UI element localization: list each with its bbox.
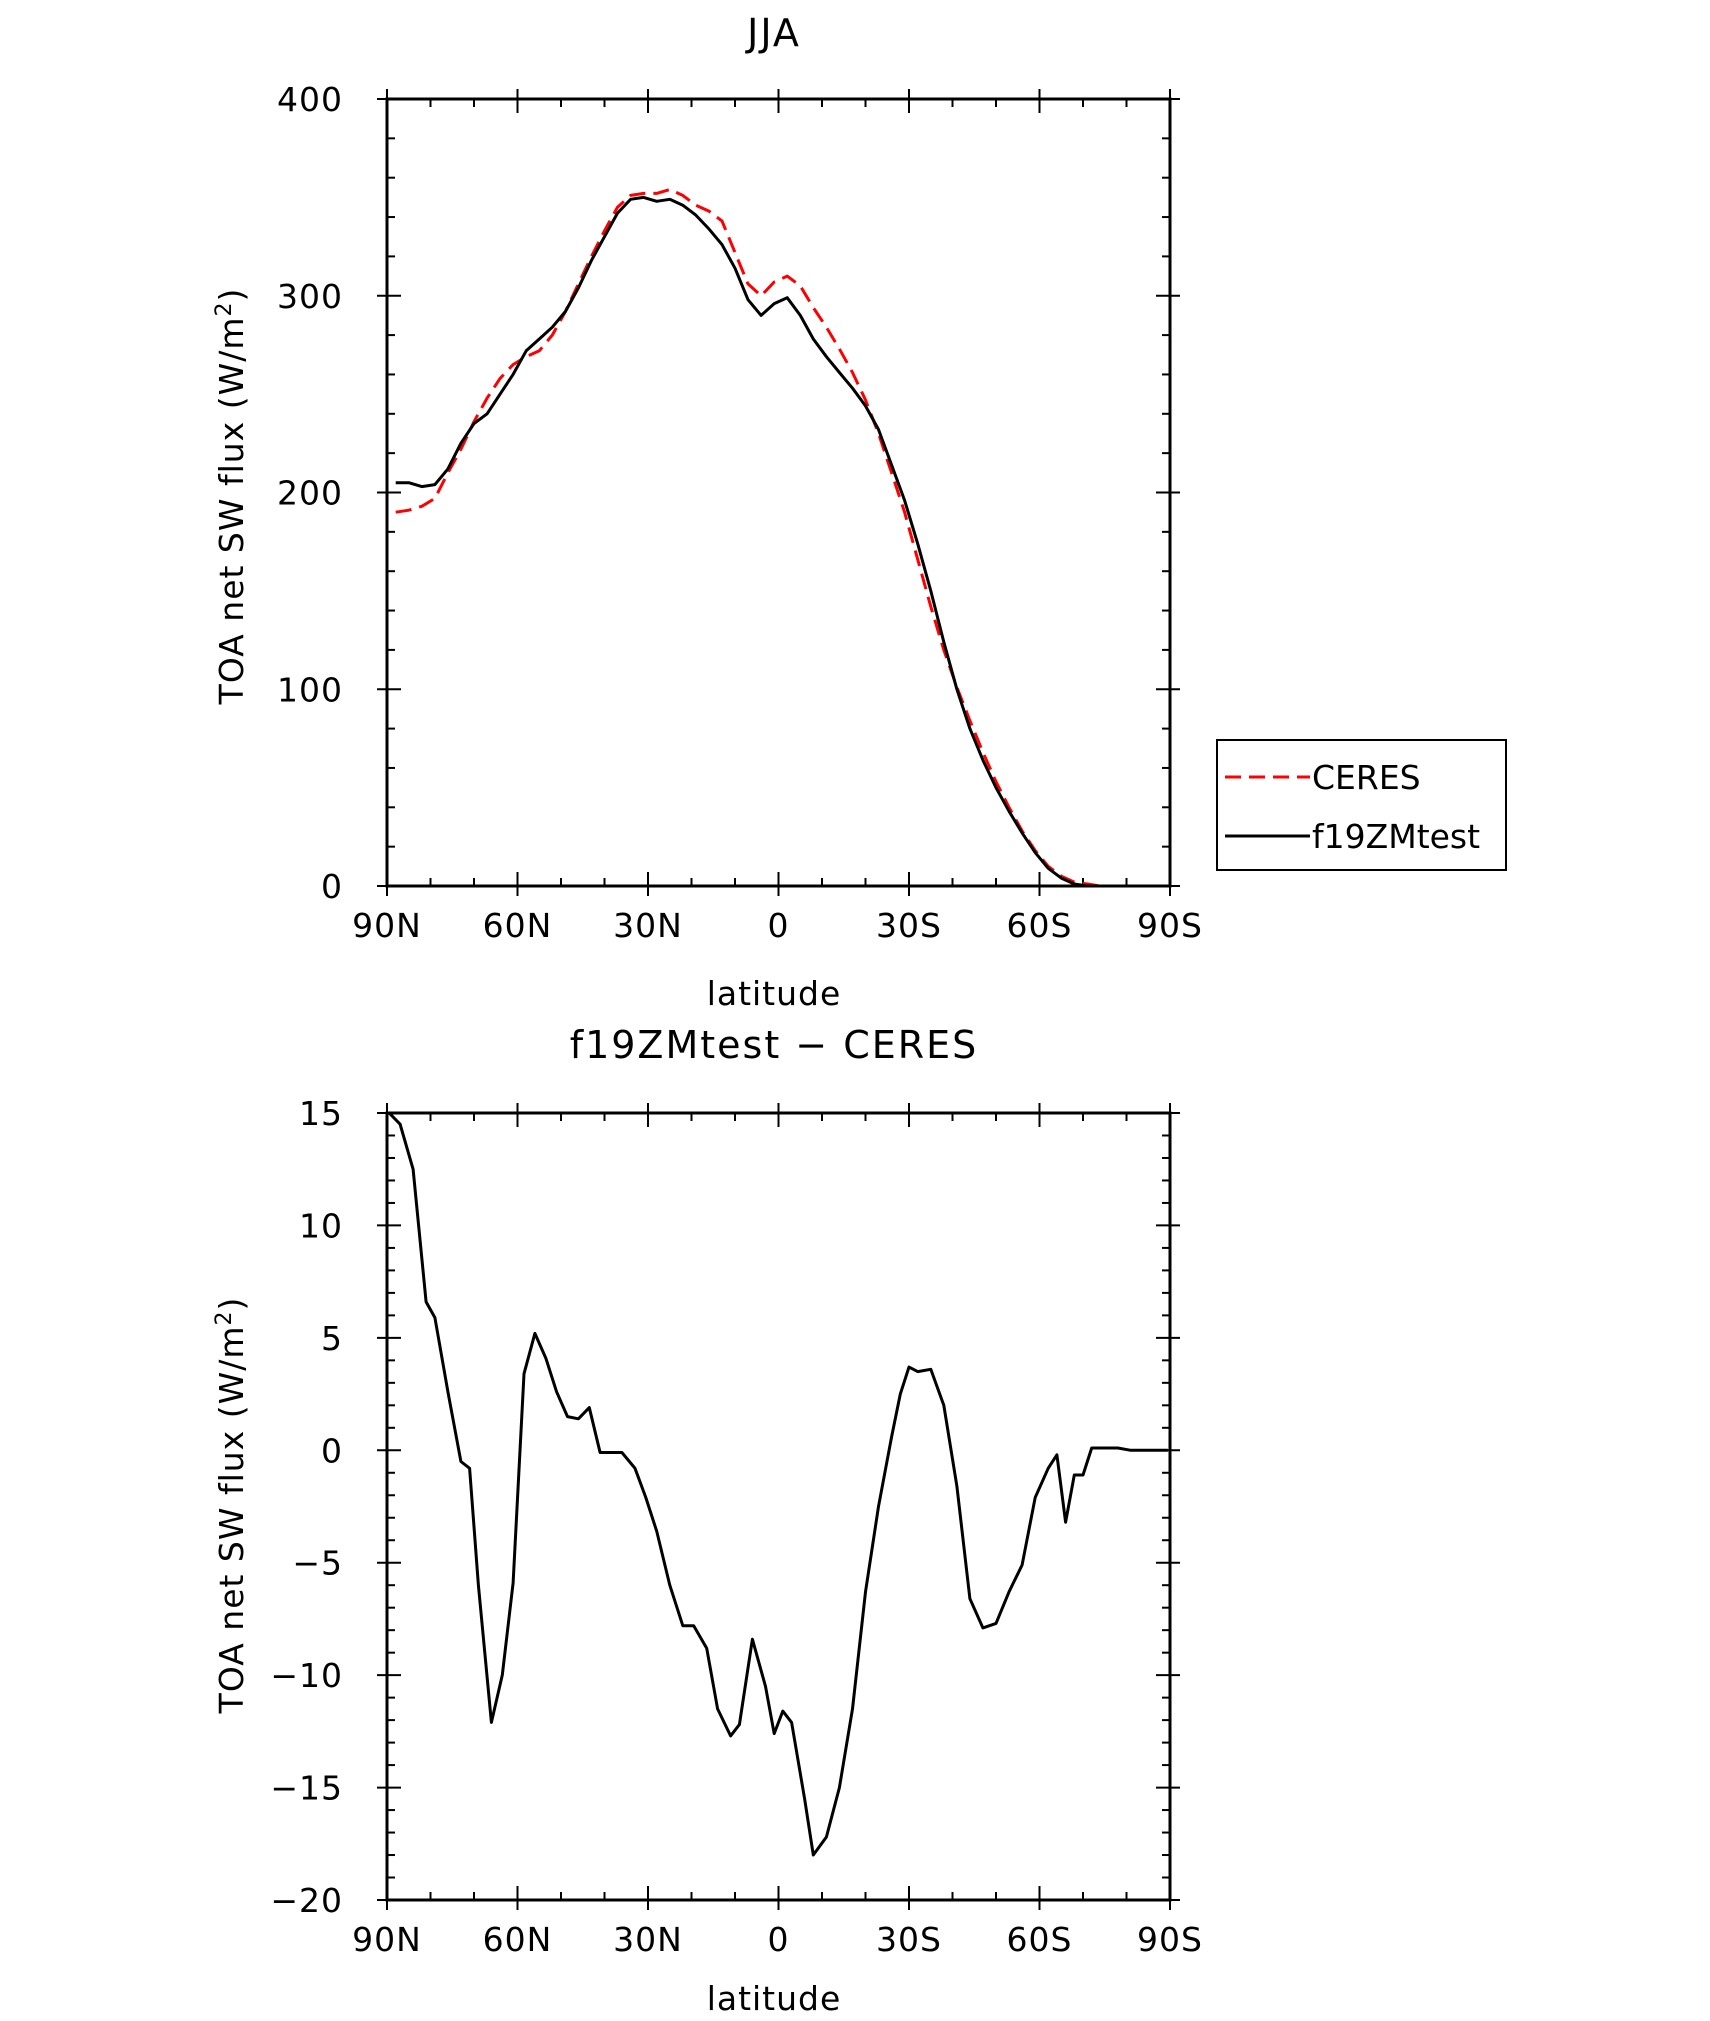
y-tick-label: 100 <box>277 670 343 709</box>
ticks-layer: 90N 60N 30N 0 30S 60S 90S 0 100 200 300 400 <box>277 80 1203 945</box>
y-tick-label: 200 <box>277 474 343 513</box>
y-tick-label: −5 <box>292 1544 343 1583</box>
x-axis-label: latitude <box>707 974 842 1013</box>
x-tick-label: 30N <box>613 906 683 945</box>
y-tick-label: 400 <box>277 80 343 119</box>
y-axis-label: TOA net SW flux (W/m2) <box>212 1297 251 1715</box>
y-tick-label: −15 <box>270 1769 343 1808</box>
chart-title: f19ZMtest − CERES <box>570 1023 979 1067</box>
y-tick-label: 10 <box>299 1206 343 1245</box>
y-tick-label: 300 <box>277 277 343 316</box>
y-tick-label: 15 <box>299 1094 343 1133</box>
x-tick-label: 60N <box>483 906 553 945</box>
x-tick-label: 60S <box>1007 1920 1073 1959</box>
x-axis-label: latitude <box>707 1979 842 2018</box>
x-tick-label: 90N <box>352 1920 422 1959</box>
x-tick-label: 90N <box>352 906 422 945</box>
legend-ceres-label: CERES <box>1312 758 1421 797</box>
legend: CERES f19ZMtest <box>1216 739 1507 871</box>
legend-box <box>1216 739 1507 871</box>
x-tick-label: 30N <box>613 1920 683 1959</box>
y-tick-label: −20 <box>270 1881 343 1920</box>
x-tick-label: 60N <box>483 1920 553 1959</box>
x-tick-label: 0 <box>768 1920 790 1959</box>
x-tick-label: 90S <box>1137 906 1203 945</box>
panel-bottom-difference: f19ZMtest − CERES latitude TOA net SW fl… <box>212 1023 1203 2018</box>
series-line-f19zmtest <box>395 195 1166 888</box>
x-tick-label: 30S <box>876 1920 942 1959</box>
chart-title: JJA <box>745 11 801 55</box>
x-tick-label: 60S <box>1007 906 1073 945</box>
y-tick-label: 0 <box>321 1431 343 1470</box>
plot-frame <box>385 97 1172 888</box>
series-layer <box>395 188 1166 888</box>
plot-frame <box>385 1111 1172 1902</box>
x-tick-label: 90S <box>1137 1920 1203 1959</box>
legend-f19zmtest-label: f19ZMtest <box>1312 817 1480 856</box>
series-line-difference <box>388 1111 1168 1857</box>
y-tick-label: 5 <box>321 1319 343 1358</box>
ticks-layer: 90N 60N 30N 0 30S 60S 90S −20 −15 −10 −5 0 5 10 15 <box>270 1094 1203 1959</box>
y-tick-label: −10 <box>270 1656 343 1695</box>
panel-top-jja: JJA latitude TOA net SW flux (W/m2) 90N 6… <box>212 11 1507 1013</box>
x-tick-label: 0 <box>768 906 790 945</box>
x-tick-label: 30S <box>876 906 942 945</box>
y-axis-label: TOA net SW flux (W/m2) <box>212 288 251 706</box>
series-line-ceres <box>395 188 1166 888</box>
series-layer <box>388 1111 1168 1857</box>
y-tick-label: 0 <box>321 867 343 906</box>
